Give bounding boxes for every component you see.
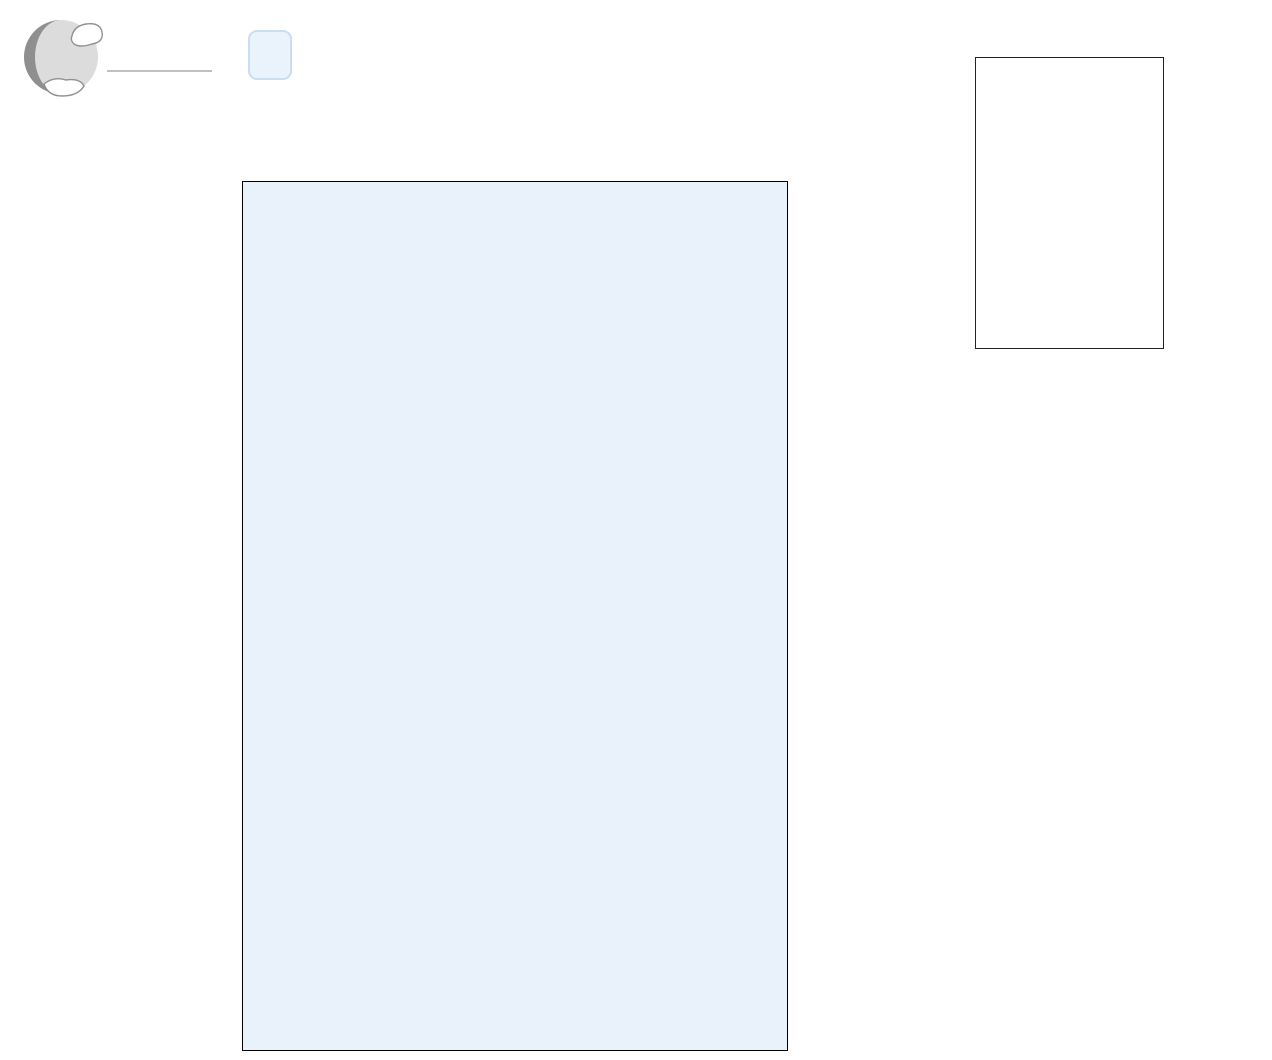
main-map-figure xyxy=(243,182,787,1050)
main-map xyxy=(242,181,788,1051)
elevation-latitude-scatter xyxy=(979,794,1197,1009)
missing-values-map xyxy=(975,57,1164,349)
logo-antarctica-icon xyxy=(43,77,85,97)
full-range-histogram xyxy=(1132,371,1232,742)
elevation-colorbar xyxy=(40,414,190,1029)
logo-greenland-icon xyxy=(70,22,103,47)
cryo-tempo-logo xyxy=(24,20,212,97)
missing-values-figure xyxy=(976,58,1163,348)
plot-range-histogram xyxy=(936,371,1037,742)
variable-chip xyxy=(248,30,292,80)
logo-crescent-icon xyxy=(24,20,61,94)
